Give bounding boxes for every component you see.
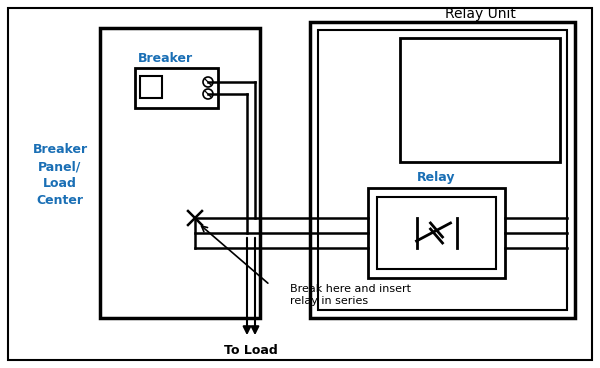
Text: Breaker: Breaker xyxy=(137,52,193,64)
Text: Relay: Relay xyxy=(417,171,455,184)
Text: Breaker
Panel/
Load
Center: Breaker Panel/ Load Center xyxy=(32,143,88,207)
Bar xyxy=(318,30,567,310)
Text: Break here and insert
relay in series: Break here and insert relay in series xyxy=(290,284,411,306)
Bar xyxy=(310,22,575,318)
Bar xyxy=(377,197,496,269)
Bar xyxy=(140,76,162,98)
Bar xyxy=(135,68,218,108)
Text: Relay Unit: Relay Unit xyxy=(445,7,515,21)
Bar xyxy=(100,28,260,318)
Bar xyxy=(400,38,560,162)
Text: To Load: To Load xyxy=(224,343,278,357)
Bar xyxy=(368,188,505,278)
